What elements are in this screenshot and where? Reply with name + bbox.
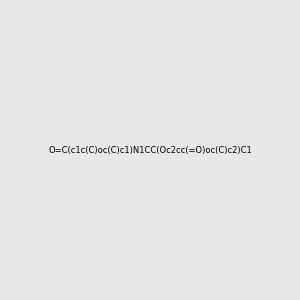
Text: O=C(c1c(C)oc(C)c1)N1CC(Oc2cc(=O)oc(C)c2)C1: O=C(c1c(C)oc(C)c1)N1CC(Oc2cc(=O)oc(C)c2)… <box>48 146 252 154</box>
